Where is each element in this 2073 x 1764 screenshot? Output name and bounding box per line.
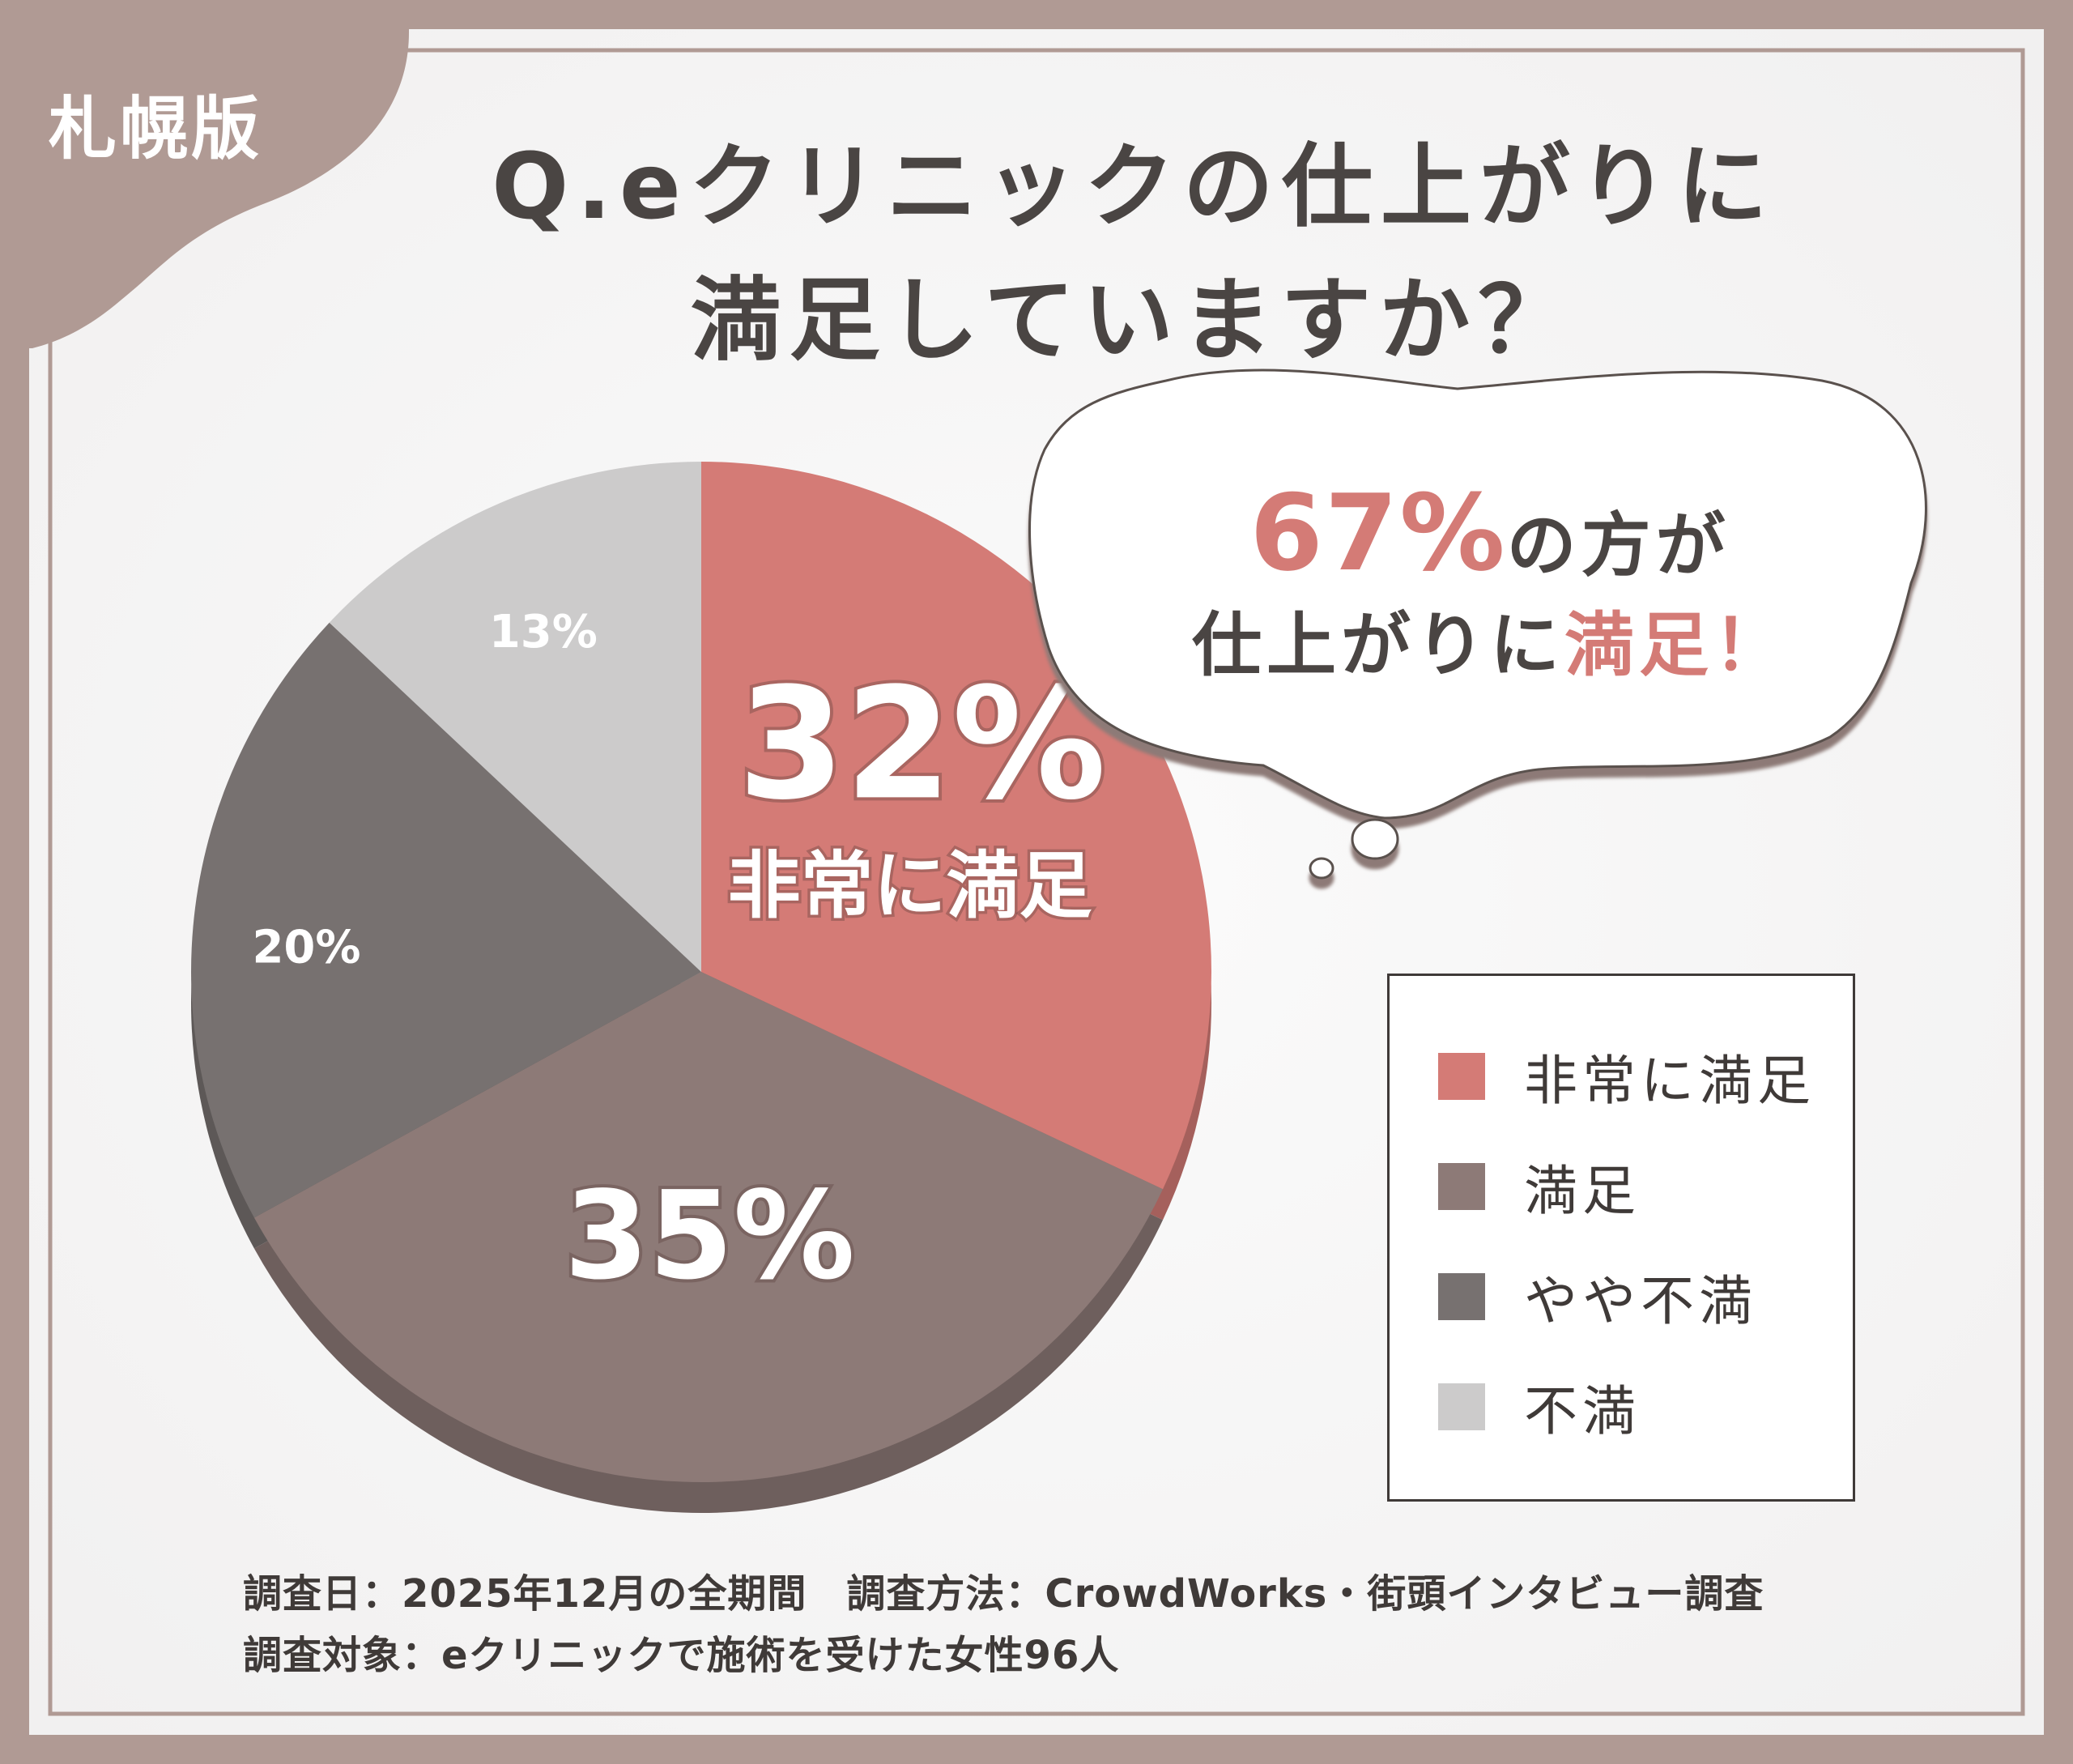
legend-label: 不満 bbox=[1524, 1380, 1641, 1442]
legend-swatch bbox=[1438, 1273, 1485, 1320]
pie-labels: 32% 35% 20% 13% 非常に満足 bbox=[252, 606, 1109, 1310]
footer-survey-target: 調査対象：eクリニックで施術を受けた女性96人 bbox=[243, 1633, 1120, 1678]
pie-slice bbox=[191, 622, 702, 1218]
legend-label: 非常に満足 bbox=[1524, 1050, 1815, 1112]
chart-legend: 非常に満足 満足 やや不満 不満 bbox=[1387, 974, 1855, 1502]
callout-percent: 67% bbox=[1249, 471, 1507, 594]
callout-line-2: 仕上がりに満足！ bbox=[1085, 588, 1895, 689]
callout-suffix: の方が bbox=[1506, 505, 1730, 586]
legend-swatch bbox=[1438, 1383, 1485, 1430]
pie-slice bbox=[329, 462, 701, 972]
page-title-line-2: 満足していますか？ bbox=[690, 268, 1577, 373]
callout-prefix: 仕上がりに bbox=[1192, 605, 1564, 686]
page-title-line-1: Q.eクリニックの仕上がりに bbox=[492, 134, 1776, 240]
corner-tab bbox=[0, 0, 409, 348]
legend-item-dissatisfied: 不満 bbox=[1438, 1374, 1641, 1442]
pie-value-label: 20% bbox=[252, 921, 360, 974]
legend-label: やや不満 bbox=[1524, 1270, 1757, 1332]
legend-swatch bbox=[1438, 1163, 1485, 1210]
pie-slice bbox=[253, 972, 1164, 1482]
callout-line-1: 67%の方が bbox=[1085, 471, 1895, 594]
legend-item-very-satisfied: 非常に満足 bbox=[1438, 1044, 1815, 1112]
pie-value-label: 32% bbox=[738, 654, 1106, 833]
pie-value-label: 13% bbox=[489, 606, 598, 658]
pie-value-label: 35% bbox=[564, 1165, 855, 1306]
legend-item-satisfied: 満足 bbox=[1438, 1154, 1641, 1222]
legend-swatch bbox=[1438, 1053, 1485, 1100]
pie-highlight-label: 非常に満足 bbox=[728, 843, 1092, 928]
legend-label: 満足 bbox=[1524, 1160, 1641, 1222]
callout-accent: 満足！ bbox=[1564, 605, 1788, 686]
footer-survey-info: 調査日：2025年12月の全期間 調査方法：CrowdWorks・街頭インタビュ… bbox=[243, 1571, 1764, 1617]
region-label: 札幌版 bbox=[49, 89, 263, 168]
legend-item-somewhat-dissatisfied: やや不満 bbox=[1438, 1264, 1757, 1332]
